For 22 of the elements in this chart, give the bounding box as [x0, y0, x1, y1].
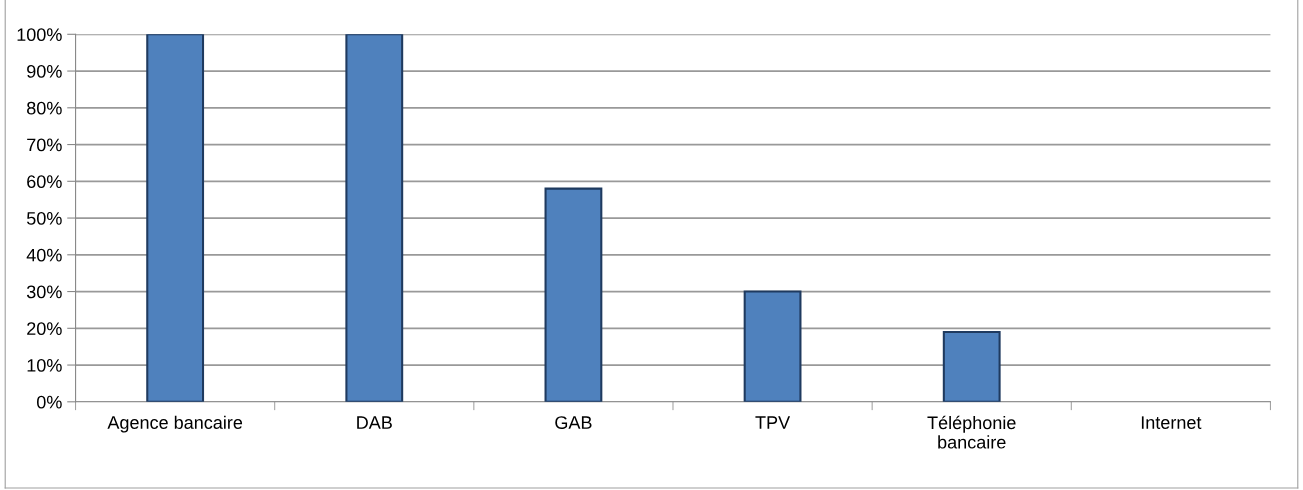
y-tick-label: 40%	[26, 248, 62, 262]
y-tick-label: 70%	[27, 138, 62, 152]
bar	[146, 34, 205, 402]
x-tick-label: Téléphonie bancaire	[927, 415, 1016, 449]
y-tick-label: 0%	[36, 395, 62, 409]
y-tick-label: 60%	[27, 175, 62, 189]
y-tick-label: 10%	[27, 358, 62, 372]
x-tick-label: DAB	[357, 416, 392, 429]
y-tick-label: 30%	[26, 285, 62, 299]
x-tick-label: GAB	[555, 416, 592, 429]
y-tick-label: 100%	[17, 28, 62, 42]
x-tick-label: Agence bancaire	[107, 415, 243, 433]
y-tick-label: 20%	[27, 322, 62, 336]
bar	[544, 187, 603, 402]
y-tick-label: 80%	[27, 101, 62, 115]
x-tick-label: Internet	[1141, 416, 1202, 429]
y-tick-label: 90%	[27, 64, 62, 78]
x-tick-label: TPV	[755, 416, 791, 429]
bar	[942, 330, 1001, 402]
bar	[345, 34, 404, 402]
bar	[743, 290, 802, 402]
y-tick-label: 50%	[26, 211, 62, 225]
